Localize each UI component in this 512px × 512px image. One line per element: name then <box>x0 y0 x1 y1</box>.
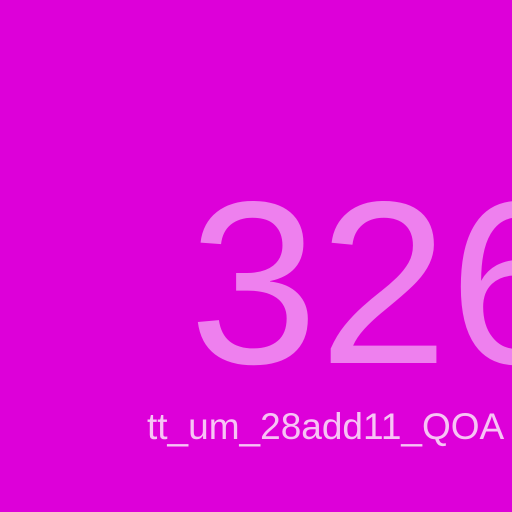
display-number: 326 <box>189 154 512 413</box>
display-label: tt_um_28add11_QOA <box>147 406 505 447</box>
